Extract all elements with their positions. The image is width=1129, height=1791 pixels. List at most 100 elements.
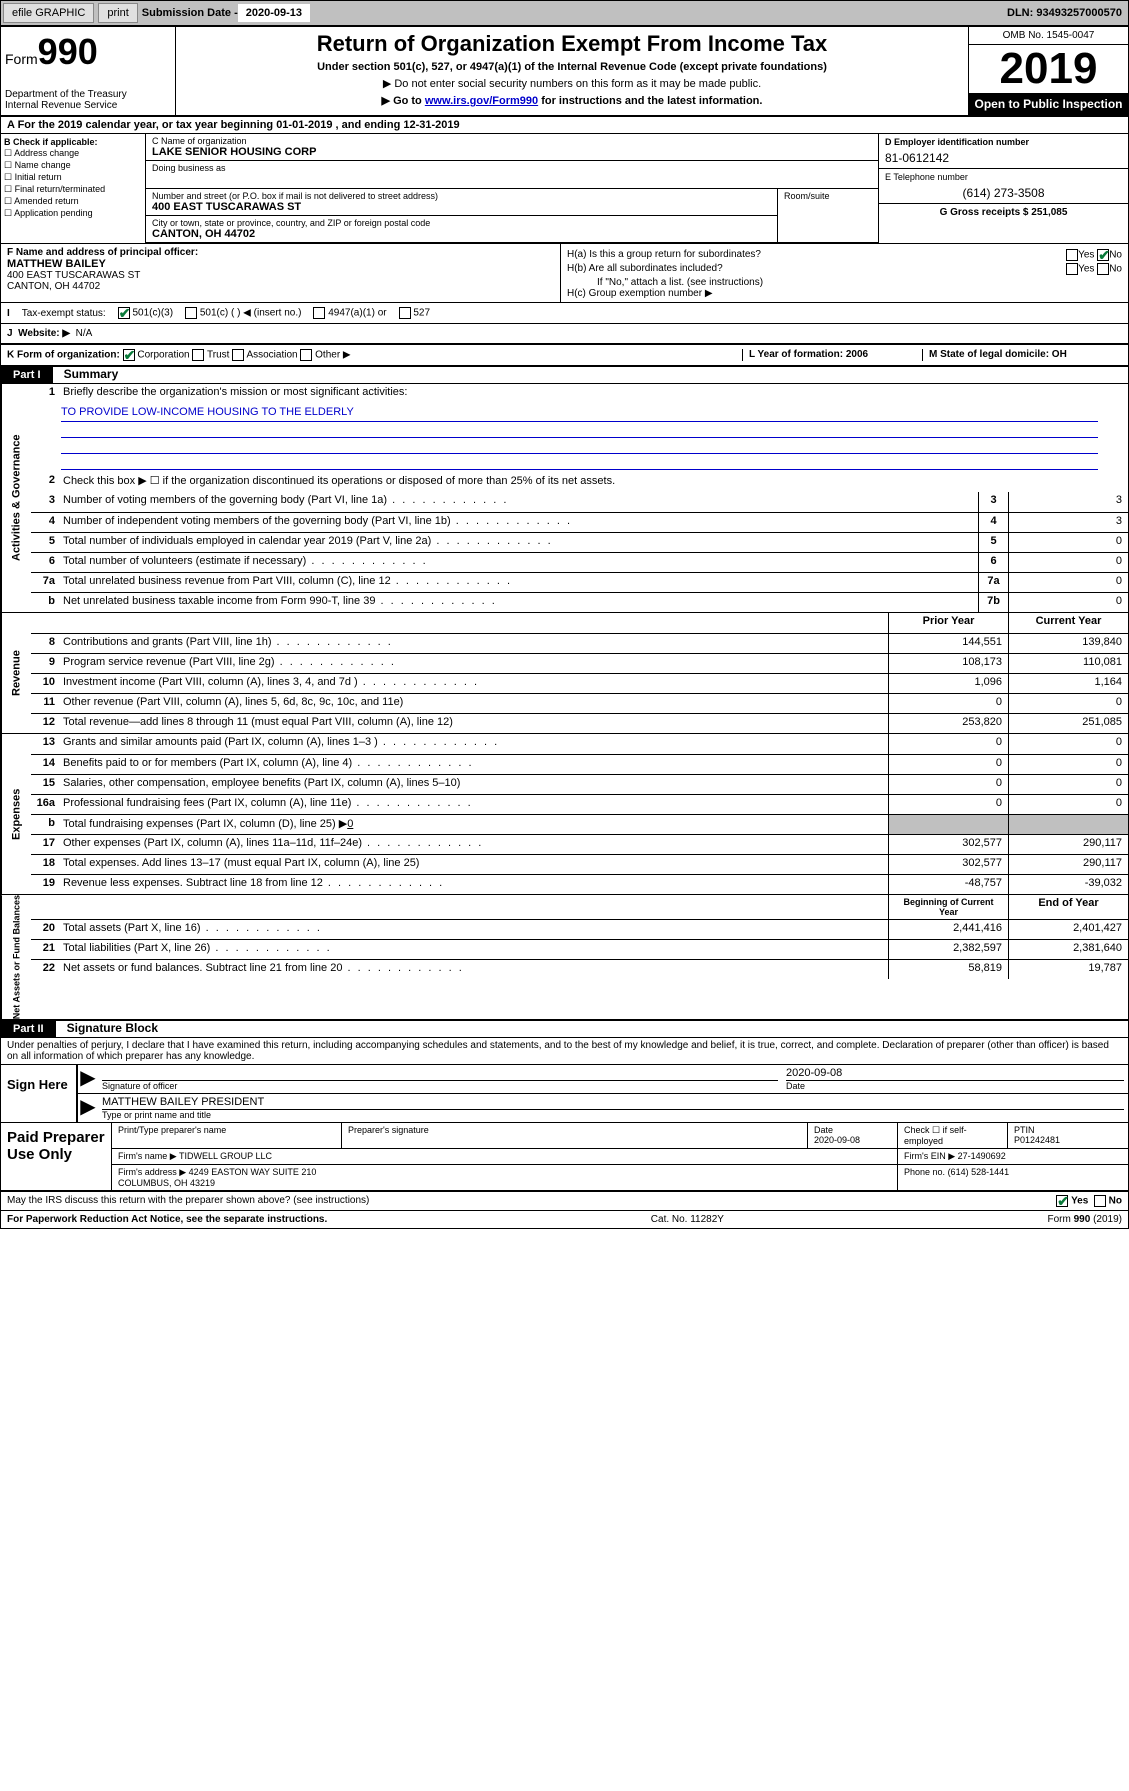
dln: DLN: 93493257000570 (1007, 7, 1126, 19)
chk-trust[interactable] (192, 349, 204, 361)
irs-link[interactable]: www.irs.gov/Form990 (425, 95, 538, 107)
hb-no[interactable] (1097, 263, 1109, 275)
note-1: ▶ Do not enter social security numbers o… (180, 77, 964, 90)
l21-desc: Total liabilities (Part X, line 26) (59, 940, 888, 959)
note2-post: for instructions and the latest informat… (538, 95, 762, 107)
row-i: ITax-exempt status: 501(c)(3) 501(c) ( )… (1, 303, 1128, 324)
opt-501c3: 501(c)(3) (132, 308, 173, 319)
l15-desc: Salaries, other compensation, employee b… (59, 775, 888, 794)
chk-final[interactable]: ☐ Final return/terminated (4, 184, 142, 195)
print-button[interactable]: print (98, 3, 137, 23)
website-label: Website: ▶ (18, 328, 70, 339)
chk-initial[interactable]: ☐ Initial return (4, 172, 142, 183)
l7a-val: 0 (1008, 573, 1128, 592)
mission: TO PROVIDE LOW-INCOME HOUSING TO THE ELD… (31, 404, 1128, 472)
tax-year: 2019 (969, 45, 1128, 93)
chk-pending[interactable]: ☐ Application pending (4, 208, 142, 219)
ha-no-lbl: No (1109, 250, 1122, 261)
chk-assoc[interactable] (232, 349, 244, 361)
l20-prior: 2,441,416 (888, 920, 1008, 939)
paid-title: Paid Preparer Use Only (1, 1123, 111, 1190)
open-public: Open to Public Inspection (969, 93, 1128, 115)
arrow-icon: ▶ (78, 1094, 98, 1122)
discuss-no[interactable] (1094, 1195, 1106, 1207)
l19-prior: -48,757 (888, 875, 1008, 894)
omb: OMB No. 1545-0047 (969, 27, 1128, 45)
chk-name[interactable]: ☐ Name change (4, 160, 142, 171)
ha-yes[interactable] (1066, 249, 1078, 261)
firm-lbl: Firm's name ▶ (118, 1151, 177, 1161)
tax-status-label: Tax-exempt status: (22, 308, 106, 319)
footer: For Paperwork Reduction Act Notice, see … (1, 1211, 1128, 1228)
part1-title: Summary (56, 367, 119, 381)
l21-curr: 2,381,640 (1008, 940, 1128, 959)
l13-curr: 0 (1008, 734, 1128, 754)
activities-governance: Activities & Governance 1Briefly describ… (1, 384, 1128, 613)
state-domicile: M State of legal domicile: OH (929, 349, 1067, 360)
officer-printed: MATTHEW BAILEY PRESIDENT (102, 1096, 1124, 1110)
part2-title: Signature Block (59, 1021, 158, 1035)
l15-prior: 0 (888, 775, 1008, 794)
chk-501c3[interactable] (118, 307, 130, 319)
paid-preparer: Paid Preparer Use Only Print/Type prepar… (1, 1123, 1128, 1192)
chk-527[interactable] (399, 307, 411, 319)
note-2: ▶ Go to www.irs.gov/Form990 for instruct… (180, 94, 964, 107)
chk-501c[interactable] (185, 307, 197, 319)
l11-prior: 0 (888, 694, 1008, 713)
perjury-text: Under penalties of perjury, I declare th… (1, 1038, 1128, 1064)
part1-label: Part I (1, 367, 53, 383)
discuss-yes[interactable] (1056, 1195, 1068, 1207)
chk-address[interactable]: ☐ Address change (4, 148, 142, 159)
hb-yes[interactable] (1066, 263, 1078, 275)
website: N/A (76, 328, 93, 339)
opt-assoc: Association (246, 350, 297, 361)
l22-desc: Net assets or fund balances. Subtract li… (59, 960, 888, 979)
l8-desc: Contributions and grants (Part VIII, lin… (59, 634, 888, 653)
sig-label: Signature of officer (102, 1081, 177, 1091)
form-number: Form990 (5, 31, 171, 73)
form-subtitle: Under section 501(c), 527, or 4947(a)(1)… (180, 61, 964, 73)
hc-label: H(c) Group exemption number ▶ (567, 288, 1122, 299)
sig-date: 2020-09-08 (786, 1067, 1124, 1081)
chk-corp[interactable] (123, 349, 135, 361)
date-label: Date (786, 1081, 805, 1091)
chk-other[interactable] (300, 349, 312, 361)
l19-desc: Revenue less expenses. Subtract line 18 … (59, 875, 888, 894)
header-row: Form990 Department of the Treasury Inter… (1, 27, 1128, 117)
opt-corp: Corporation (137, 350, 189, 361)
ein-label: D Employer identification number (885, 137, 1122, 147)
box-b-label: B Check if applicable: (4, 137, 142, 147)
chk-4947[interactable] (313, 307, 325, 319)
prep-date: 2020-09-08 (814, 1135, 860, 1145)
prep-date-lbl: Date (814, 1125, 833, 1135)
l16b-desc: Total fundraising expenses (Part IX, col… (59, 815, 888, 834)
firm-phone-lbl: Phone no. (904, 1167, 945, 1177)
l9-desc: Program service revenue (Part VIII, line… (59, 654, 888, 673)
city: CANTON, OH 44702 (152, 228, 255, 240)
efile-button[interactable]: efile GRAPHIC (3, 3, 94, 23)
ha-no[interactable] (1097, 249, 1109, 261)
chk-amended[interactable]: ☐ Amended return (4, 196, 142, 207)
header-mid: Return of Organization Exempt From Incom… (176, 27, 968, 115)
l20-curr: 2,401,427 (1008, 920, 1128, 939)
row-j: J Website: ▶ N/A (1, 324, 1128, 345)
header-left: Form990 Department of the Treasury Inter… (1, 27, 176, 115)
form-title: Return of Organization Exempt From Incom… (180, 31, 964, 57)
box-g: G Gross receipts $ 251,085 (879, 204, 1128, 221)
form-prefix: Form (5, 51, 38, 67)
top-bar: efile GRAPHIC print Submission Date - 20… (0, 0, 1129, 26)
tab-activities: Activities & Governance (1, 384, 31, 612)
dba-label: Doing business as (152, 163, 226, 173)
firm-ein-lbl: Firm's EIN ▶ (904, 1151, 955, 1161)
phone: (614) 273-3508 (885, 186, 1122, 200)
l4-desc: Number of independent voting members of … (59, 513, 978, 532)
revenue: Revenue Prior YearCurrent Year 8Contribu… (1, 613, 1128, 734)
ein: 81-0612142 (885, 151, 1122, 165)
l16a-desc: Professional fundraising fees (Part IX, … (59, 795, 888, 814)
tab-netassets: Net Assets or Fund Balances (1, 895, 31, 1019)
row-k: K Form of organization: Corporation Trus… (1, 345, 1128, 367)
l5-desc: Total number of individuals employed in … (59, 533, 978, 552)
part2-header: Part II Signature Block (1, 1021, 1128, 1038)
l10-desc: Investment income (Part VIII, column (A)… (59, 674, 888, 693)
prep-sig-lbl: Preparer's signature (342, 1123, 808, 1148)
